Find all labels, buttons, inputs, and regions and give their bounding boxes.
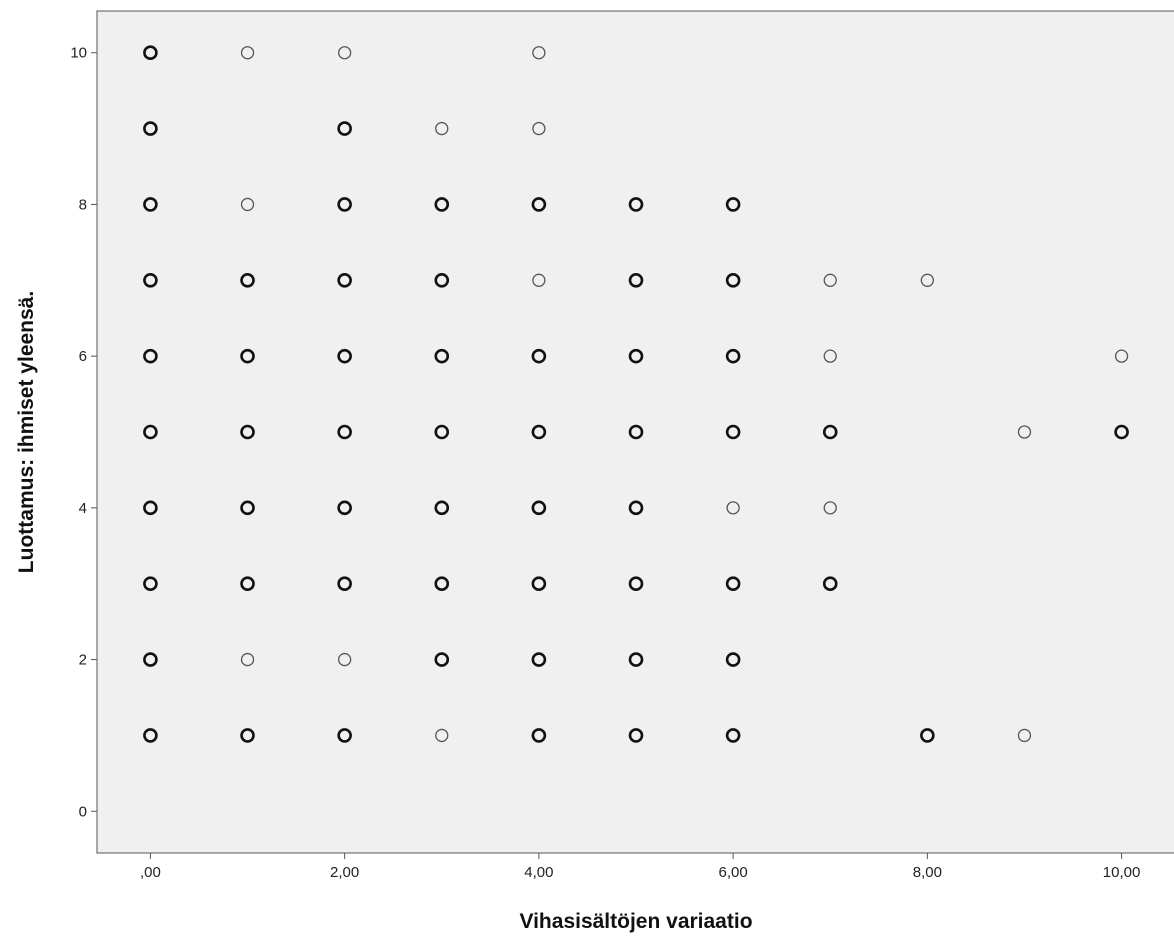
y-tick-label: 0: [79, 803, 87, 820]
y-axis-title: Luottamus: ihmiset yleensä.: [15, 291, 38, 573]
data-point: [531, 424, 547, 440]
y-tick-label: 6: [79, 348, 87, 365]
data-point: [822, 424, 838, 440]
x-axis-title: Vihasisältöjen variaatio: [519, 910, 752, 933]
data-point: [434, 272, 450, 288]
data-point: [143, 728, 158, 743]
data-point: [628, 272, 644, 288]
data-point: [531, 652, 547, 667]
data-point: [920, 728, 935, 743]
data-point: [240, 46, 255, 60]
data-point: [532, 121, 546, 136]
plot-area: [96, 10, 1174, 854]
data-point: [143, 348, 158, 364]
data-point: [240, 652, 255, 667]
data-point: [240, 728, 255, 743]
data-point: [725, 348, 741, 364]
data-point: [434, 424, 450, 440]
data-point: [240, 197, 255, 212]
y-tick-label: 4: [79, 500, 87, 517]
data-point: [434, 197, 450, 212]
data-point: [628, 652, 644, 667]
x-axis: ,00 2,00 4,00 6,00 8,00 10,00: [140, 853, 1140, 881]
data-point: [531, 197, 547, 212]
data-point: [532, 273, 546, 287]
data-point: [1017, 425, 1032, 439]
data-point: [143, 500, 158, 516]
data-points: [143, 45, 1129, 743]
data-point: [726, 501, 740, 515]
y-tick-label: 10: [70, 45, 87, 62]
data-point: [823, 501, 837, 515]
y-tick-label: 2: [79, 652, 87, 669]
data-point: [725, 576, 741, 592]
data-point: [725, 652, 741, 667]
data-point: [628, 500, 644, 516]
data-point: [725, 272, 741, 288]
data-point: [240, 424, 255, 440]
y-tick-label: 8: [79, 196, 87, 213]
data-point: [240, 576, 255, 592]
data-point: [628, 728, 644, 743]
data-point: [531, 348, 547, 364]
data-point: [337, 500, 352, 516]
x-tick-label: 6,00: [719, 864, 748, 881]
data-point: [143, 45, 158, 61]
data-point: [240, 500, 255, 516]
data-point: [628, 348, 644, 364]
data-point: [434, 348, 450, 364]
x-tick-label: 4,00: [524, 864, 553, 881]
data-point: [143, 197, 158, 212]
data-point: [1114, 424, 1129, 440]
data-point: [337, 121, 352, 136]
y-axis: 0 2 4 6 8 10: [70, 45, 97, 820]
x-tick-label: ,00: [140, 864, 161, 881]
data-point: [143, 121, 158, 136]
data-point: [1017, 728, 1032, 743]
data-point: [435, 728, 449, 743]
data-point: [337, 348, 352, 364]
x-tick-label: 8,00: [913, 864, 942, 881]
data-point: [143, 272, 158, 288]
data-point: [337, 46, 352, 60]
data-point: [337, 728, 352, 743]
data-point: [435, 121, 449, 136]
data-point: [337, 197, 352, 212]
data-point: [143, 652, 158, 667]
data-point: [531, 500, 547, 516]
data-point: [725, 424, 741, 440]
data-point: [337, 576, 352, 592]
data-point: [434, 576, 450, 592]
data-point: [434, 500, 450, 516]
data-point: [143, 576, 158, 592]
data-point: [337, 652, 352, 667]
data-point: [725, 728, 741, 743]
data-point: [531, 576, 547, 592]
data-point: [822, 576, 838, 592]
x-tick-label: 10,00: [1103, 864, 1141, 881]
data-point: [240, 348, 255, 364]
x-tick-label: 2,00: [330, 864, 359, 881]
data-point: [823, 349, 837, 363]
data-point: [337, 424, 352, 440]
data-point: [920, 273, 935, 287]
data-point: [628, 424, 644, 440]
data-point: [532, 46, 546, 60]
data-point: [628, 576, 644, 592]
data-point: [725, 197, 741, 212]
data-point: [337, 272, 352, 288]
data-point: [628, 197, 644, 212]
data-point: [823, 273, 837, 287]
data-point: [1114, 349, 1129, 363]
data-point: [143, 424, 158, 440]
data-point: [240, 272, 255, 288]
data-point: [434, 652, 450, 667]
data-point: [531, 728, 547, 743]
